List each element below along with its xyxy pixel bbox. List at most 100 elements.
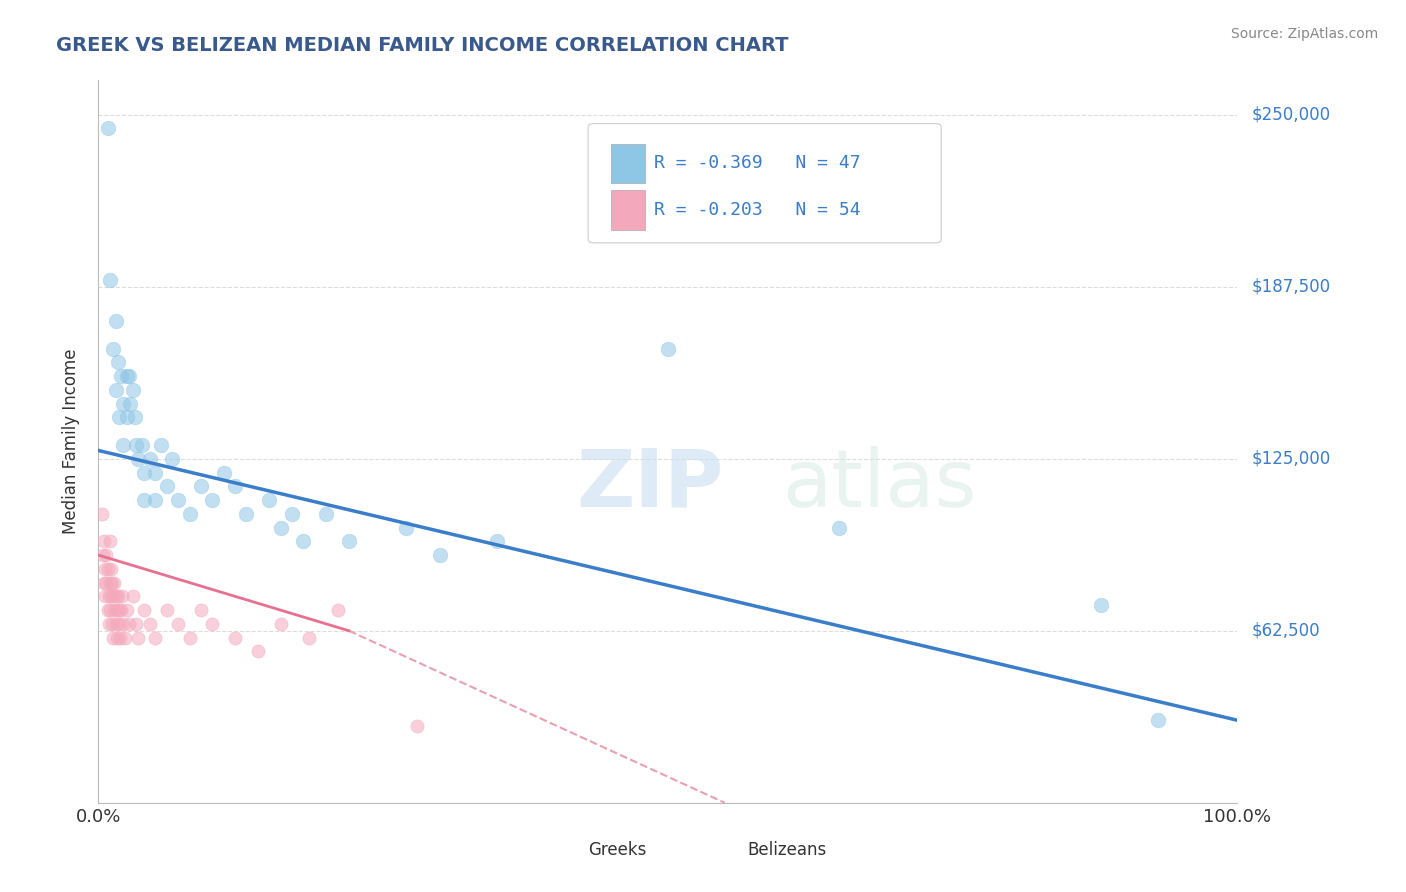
Point: [93, 534, 115, 549]
Point: [93, 575, 115, 590]
Point: [108, 616, 131, 631]
Point: [828, 520, 851, 534]
Point: [120, 397, 142, 411]
Text: Greeks: Greeks: [588, 841, 647, 859]
Point: [167, 493, 190, 508]
Point: [103, 590, 125, 604]
Point: [104, 383, 127, 397]
Text: R = -0.203   N = 54: R = -0.203 N = 54: [654, 202, 860, 219]
Point: [96, 121, 118, 136]
Point: [326, 603, 349, 617]
Point: [105, 603, 128, 617]
Point: [118, 616, 141, 631]
Point: [281, 507, 304, 521]
Point: [110, 603, 132, 617]
Point: [115, 603, 138, 617]
Point: [132, 466, 155, 480]
FancyBboxPatch shape: [713, 837, 738, 863]
Point: [138, 616, 160, 631]
Point: [104, 590, 127, 604]
Point: [103, 631, 125, 645]
Point: [486, 534, 509, 549]
FancyBboxPatch shape: [588, 124, 941, 243]
Text: ZIP: ZIP: [576, 446, 724, 524]
Point: [103, 575, 125, 590]
Point: [103, 342, 125, 356]
Text: $250,000: $250,000: [1251, 105, 1330, 124]
Point: [107, 355, 129, 369]
Point: [127, 451, 149, 466]
Point: [179, 507, 201, 521]
Point: [259, 493, 281, 508]
Point: [115, 369, 138, 384]
Point: [91, 548, 114, 562]
Point: [112, 397, 135, 411]
Point: [429, 548, 451, 562]
Point: [121, 383, 143, 397]
Point: [246, 644, 269, 658]
Text: $62,500: $62,500: [1251, 622, 1320, 640]
Point: [105, 631, 128, 645]
Point: [657, 342, 679, 356]
Point: [97, 590, 120, 604]
Point: [101, 575, 124, 590]
Point: [115, 410, 138, 425]
Point: [97, 616, 120, 631]
Point: [98, 273, 121, 287]
Point: [112, 438, 135, 452]
Point: [1146, 713, 1168, 727]
Point: [145, 493, 167, 508]
Point: [108, 603, 131, 617]
Text: GREEK VS BELIZEAN MEDIAN FAMILY INCOME CORRELATION CHART: GREEK VS BELIZEAN MEDIAN FAMILY INCOME C…: [56, 36, 789, 54]
Point: [94, 562, 117, 576]
Point: [100, 562, 122, 576]
Point: [101, 616, 124, 631]
Point: [98, 534, 121, 549]
Point: [224, 479, 246, 493]
Point: [1090, 598, 1112, 612]
FancyBboxPatch shape: [612, 144, 645, 183]
Point: [110, 369, 132, 384]
Point: [111, 590, 134, 604]
Y-axis label: Median Family Income: Median Family Income: [62, 349, 80, 534]
Point: [90, 507, 112, 521]
Point: [114, 631, 136, 645]
Point: [125, 438, 148, 452]
Point: [94, 590, 117, 604]
Point: [138, 451, 160, 466]
Point: [201, 493, 224, 508]
Point: [292, 534, 315, 549]
Point: [179, 631, 201, 645]
FancyBboxPatch shape: [554, 837, 579, 863]
Point: [156, 479, 179, 493]
Point: [337, 534, 360, 549]
Point: [201, 616, 224, 631]
Point: [100, 590, 122, 604]
Point: [112, 616, 135, 631]
Point: [132, 603, 155, 617]
Point: [406, 719, 429, 733]
Point: [108, 631, 131, 645]
Point: [395, 520, 418, 534]
Text: Source: ZipAtlas.com: Source: ZipAtlas.com: [1230, 27, 1378, 41]
Point: [190, 603, 212, 617]
Point: [108, 410, 131, 425]
Point: [150, 438, 173, 452]
Point: [298, 631, 321, 645]
Point: [270, 616, 292, 631]
Text: $187,500: $187,500: [1251, 277, 1330, 296]
Point: [127, 631, 149, 645]
Point: [145, 466, 167, 480]
Point: [104, 616, 127, 631]
Point: [132, 493, 155, 508]
Point: [96, 603, 118, 617]
Point: [145, 631, 167, 645]
Point: [104, 314, 127, 328]
Point: [156, 603, 179, 617]
Point: [96, 562, 118, 576]
Point: [167, 616, 190, 631]
Point: [96, 575, 118, 590]
Point: [131, 438, 153, 452]
Text: R = -0.369   N = 47: R = -0.369 N = 47: [654, 154, 860, 172]
Point: [121, 590, 143, 604]
